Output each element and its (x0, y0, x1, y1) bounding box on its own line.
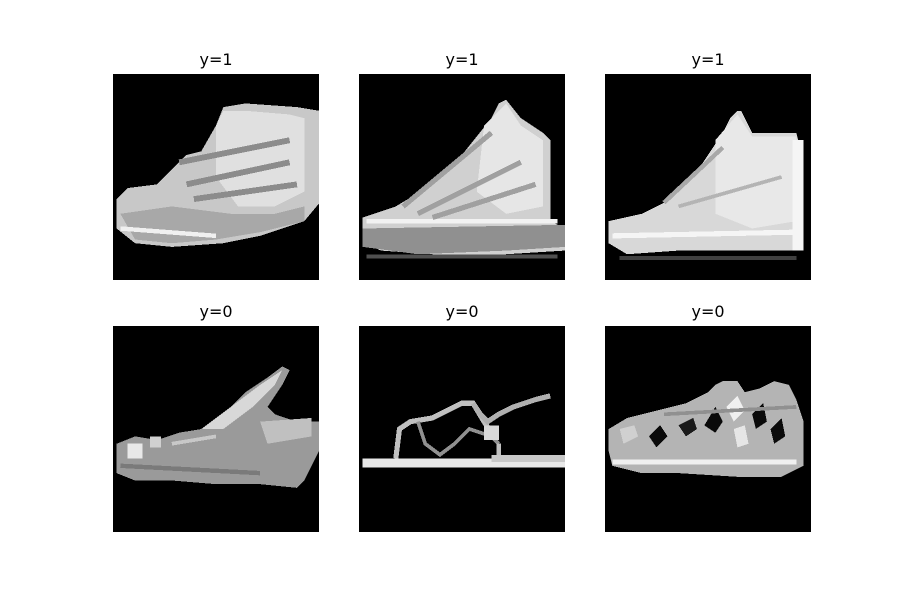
panel-title-4: y=0 (199, 302, 233, 321)
panel-title-5: y=0 (445, 302, 479, 321)
panel-image-6 (605, 326, 811, 532)
panel-image-2 (359, 74, 565, 280)
panel-image-4 (113, 326, 319, 532)
panel-title-3: y=1 (691, 50, 725, 69)
panel-title-2: y=1 (445, 50, 479, 69)
panel-image-3 (605, 74, 811, 280)
panel-image-1 (113, 74, 319, 280)
panel-image-5 (359, 326, 565, 532)
panel-title-1: y=1 (199, 50, 233, 69)
panel-title-6: y=0 (691, 302, 725, 321)
